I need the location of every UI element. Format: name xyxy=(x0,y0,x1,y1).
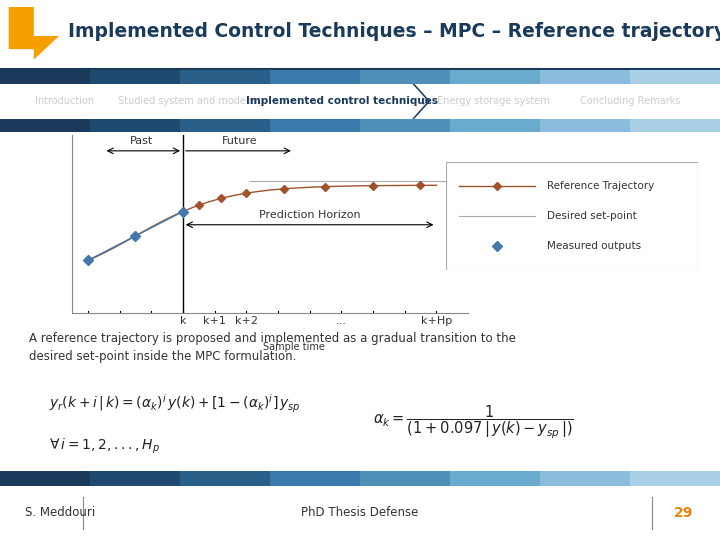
Bar xyxy=(0,70,90,84)
Bar xyxy=(360,471,450,486)
Bar xyxy=(450,471,540,486)
Text: PhD Thesis Defense: PhD Thesis Defense xyxy=(301,507,419,519)
Bar xyxy=(360,119,450,132)
Polygon shape xyxy=(9,7,59,60)
Text: Implemented control techniques: Implemented control techniques xyxy=(246,96,438,106)
FancyBboxPatch shape xyxy=(271,84,412,119)
Bar xyxy=(360,70,450,84)
Text: Future: Future xyxy=(222,136,258,146)
Bar xyxy=(90,70,180,84)
Bar xyxy=(540,70,630,84)
Bar xyxy=(540,471,630,486)
Text: Prediction Horizon: Prediction Horizon xyxy=(258,210,361,220)
Text: Reference Trajectory: Reference Trajectory xyxy=(547,181,654,191)
Bar xyxy=(0,471,90,486)
Text: S. Meddouri: S. Meddouri xyxy=(25,507,96,519)
Text: A reference trajectory is proposed and implemented as a gradual transition to th: A reference trajectory is proposed and i… xyxy=(29,332,516,363)
Bar xyxy=(90,471,180,486)
Bar xyxy=(0,119,90,132)
Text: $y_r(k+i\,|\,k) = (\alpha_k)^i\,y(k) + [1-(\alpha_k)^i]\,y_{sp}$: $y_r(k+i\,|\,k) = (\alpha_k)^i\,y(k) + [… xyxy=(49,393,300,415)
Text: $\alpha_k = \dfrac{1}{(1+0.097\,|\,y(k)-y_{sp}\,|)}$: $\alpha_k = \dfrac{1}{(1+0.097\,|\,y(k)-… xyxy=(373,404,574,441)
Text: Past: Past xyxy=(130,136,153,146)
Text: Studied system and modeling: Studied system and modeling xyxy=(118,96,264,106)
Text: Measured outputs: Measured outputs xyxy=(547,241,642,251)
Text: Implemented Control Techniques – MPC – Reference trajectory: Implemented Control Techniques – MPC – R… xyxy=(68,22,720,41)
Bar xyxy=(630,70,720,84)
Bar xyxy=(270,70,360,84)
Polygon shape xyxy=(412,84,431,119)
Bar xyxy=(630,119,720,132)
Bar xyxy=(450,70,540,84)
Text: 29: 29 xyxy=(675,506,693,520)
Bar xyxy=(180,119,270,132)
Text: Introduction: Introduction xyxy=(35,96,94,106)
Bar xyxy=(90,119,180,132)
Text: $\forall\,i = 1, 2, ..., H_p$: $\forall\,i = 1, 2, ..., H_p$ xyxy=(49,436,160,456)
Text: k+2: k+2 xyxy=(235,316,258,326)
Text: Concluding Remarks: Concluding Remarks xyxy=(580,96,680,106)
Bar xyxy=(630,471,720,486)
Bar xyxy=(540,119,630,132)
Text: Energy storage system: Energy storage system xyxy=(437,96,549,106)
Bar xyxy=(270,471,360,486)
Text: k+Hp: k+Hp xyxy=(420,316,452,326)
Bar xyxy=(270,119,360,132)
Text: k: k xyxy=(179,316,186,326)
Bar xyxy=(180,471,270,486)
Bar xyxy=(450,119,540,132)
FancyBboxPatch shape xyxy=(446,162,698,270)
Text: k+1: k+1 xyxy=(203,316,226,326)
Polygon shape xyxy=(412,84,428,119)
Bar xyxy=(180,70,270,84)
Text: Sample time: Sample time xyxy=(263,342,325,352)
Text: ...: ... xyxy=(336,316,347,326)
Text: Desired set-point: Desired set-point xyxy=(547,211,637,221)
